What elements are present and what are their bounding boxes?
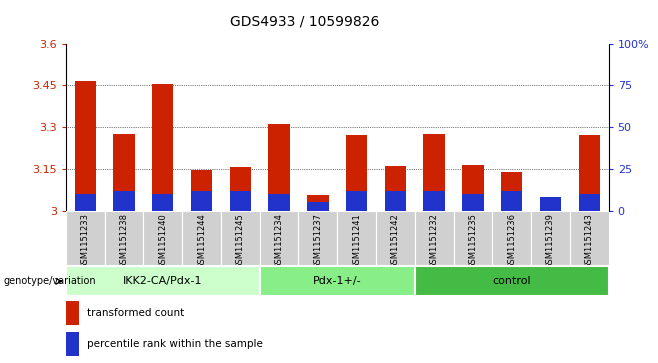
Bar <box>531 211 570 265</box>
Bar <box>268 124 290 211</box>
Text: GSM1151233: GSM1151233 <box>81 213 89 269</box>
Bar <box>143 211 182 265</box>
Bar <box>385 166 406 211</box>
Bar <box>346 135 367 211</box>
Bar <box>385 191 406 211</box>
Bar <box>113 134 135 211</box>
Bar <box>74 194 96 211</box>
Bar <box>230 191 251 211</box>
Bar <box>152 84 174 211</box>
Bar <box>578 135 600 211</box>
Bar <box>66 301 80 325</box>
Bar <box>66 332 80 356</box>
Bar <box>501 172 522 211</box>
Text: IKK2-CA/Pdx-1: IKK2-CA/Pdx-1 <box>123 276 203 286</box>
Bar <box>501 191 522 211</box>
Bar <box>570 211 609 265</box>
Bar <box>191 191 212 211</box>
Bar <box>540 197 561 211</box>
Bar <box>415 211 453 265</box>
Text: percentile rank within the sample: percentile rank within the sample <box>87 339 263 349</box>
Text: GSM1151237: GSM1151237 <box>313 213 322 269</box>
Bar <box>182 211 221 265</box>
Bar <box>463 194 484 211</box>
Bar <box>221 211 260 265</box>
Bar <box>74 81 96 211</box>
Text: GSM1151241: GSM1151241 <box>352 213 361 269</box>
Bar <box>299 211 337 265</box>
Text: GSM1151244: GSM1151244 <box>197 213 206 269</box>
Text: GSM1151235: GSM1151235 <box>468 213 478 269</box>
Text: GSM1151243: GSM1151243 <box>585 213 594 269</box>
Bar <box>230 167 251 211</box>
Bar <box>540 197 561 211</box>
Bar <box>268 194 290 211</box>
Bar <box>424 134 445 211</box>
Bar <box>105 211 143 265</box>
Text: GSM1151232: GSM1151232 <box>430 213 439 269</box>
Bar <box>415 266 609 296</box>
Text: control: control <box>492 276 531 286</box>
Bar <box>260 266 415 296</box>
Bar <box>463 165 484 211</box>
Text: GSM1151238: GSM1151238 <box>120 213 128 269</box>
Bar <box>453 211 492 265</box>
Bar <box>191 170 212 211</box>
Bar <box>260 211 299 265</box>
Bar <box>113 191 135 211</box>
Text: transformed count: transformed count <box>87 308 184 318</box>
Text: genotype/variation: genotype/variation <box>3 276 96 286</box>
Text: GSM1151240: GSM1151240 <box>158 213 167 269</box>
Bar <box>307 202 328 211</box>
Text: GSM1151242: GSM1151242 <box>391 213 400 269</box>
Text: GSM1151245: GSM1151245 <box>236 213 245 269</box>
Bar <box>578 194 600 211</box>
Text: GDS4933 / 10599826: GDS4933 / 10599826 <box>230 15 379 29</box>
Text: GSM1151239: GSM1151239 <box>546 213 555 269</box>
Bar <box>66 266 260 296</box>
Bar <box>152 194 174 211</box>
Bar <box>338 211 376 265</box>
Bar <box>346 191 367 211</box>
Text: GSM1151234: GSM1151234 <box>274 213 284 269</box>
Bar <box>424 191 445 211</box>
Bar <box>492 211 531 265</box>
Bar <box>307 195 328 211</box>
Text: GSM1151236: GSM1151236 <box>507 213 517 269</box>
Bar <box>376 211 415 265</box>
Text: Pdx-1+/-: Pdx-1+/- <box>313 276 361 286</box>
Bar <box>66 211 105 265</box>
